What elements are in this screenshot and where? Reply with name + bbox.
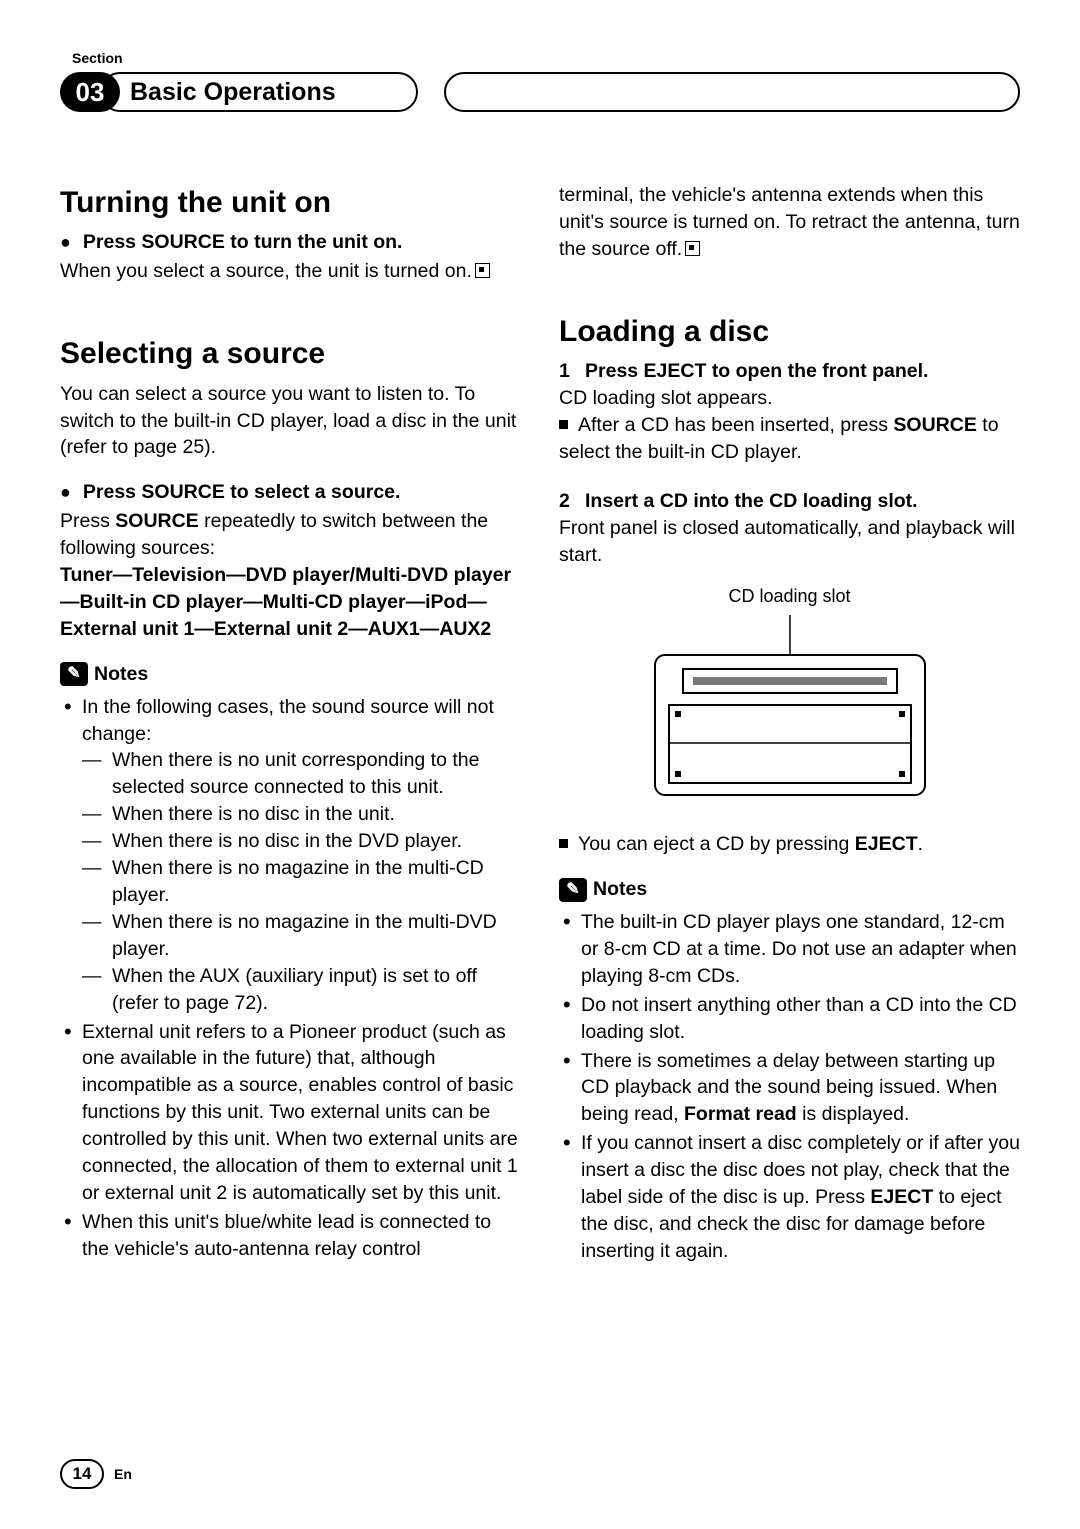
note-dash-item: When there is no magazine in the multi-C… (82, 855, 521, 909)
select-body: Press SOURCE repeatedly to switch betwee… (60, 508, 521, 562)
step-2: 2Insert a CD into the CD loading slot. (559, 488, 1020, 515)
note-item: If you cannot insert a disc completely o… (559, 1130, 1020, 1265)
notes-label: Notes (94, 661, 148, 688)
step-1: 1Press EJECT to open the front panel. (559, 358, 1020, 385)
notes-label: Notes (593, 876, 647, 903)
page-number: 14 (60, 1459, 104, 1489)
header-spacer-pill (444, 72, 1020, 112)
note-item: The built-in CD player plays one standar… (559, 909, 1020, 990)
continuation-text: terminal, the vehicle's antenna extends … (559, 182, 1020, 263)
section-label: Section (72, 50, 1020, 66)
end-mark-icon (475, 263, 490, 278)
notes-header-left: ✎ Notes (60, 661, 521, 688)
left-column: Turning the unit on Press SOURCE to turn… (60, 182, 521, 1267)
step-turn-on: Press SOURCE to turn the unit on. (60, 229, 521, 256)
chapter-title-pill: Basic Operations (100, 72, 418, 112)
note-dash-item: When there is no unit corresponding to t… (82, 747, 521, 801)
diagram-label: CD loading slot (559, 584, 1020, 609)
note-item: There is sometimes a delay between start… (559, 1048, 1020, 1129)
chapter-header: 03 Basic Operations (60, 72, 1020, 112)
page-footer: 14 En (60, 1459, 132, 1489)
chapter-number-badge: 03 (60, 72, 120, 112)
square-bullet-icon (559, 420, 568, 429)
note-dash-item: When there is no disc in the unit. (82, 801, 521, 828)
language-label: En (114, 1466, 132, 1482)
note-dash-item: When there is no magazine in the multi-D… (82, 909, 521, 963)
selecting-intro: You can select a source you want to list… (60, 381, 521, 462)
step-1-body: CD loading slot appears. (559, 385, 1020, 412)
step-1-sub: After a CD has been inserted, press SOUR… (559, 412, 1020, 466)
note-item: External unit refers to a Pioneer produc… (60, 1019, 521, 1207)
note-item: Do not insert anything other than a CD i… (559, 992, 1020, 1046)
pencil-icon: ✎ (60, 662, 88, 686)
heading-turning-unit-on: Turning the unit on (60, 182, 521, 223)
step-2-body: Front panel is closed automatically, and… (559, 515, 1020, 569)
step-select-source: Press SOURCE to select a source. (60, 479, 521, 506)
cd-slot-svg (635, 611, 945, 811)
right-column: terminal, the vehicle's antenna extends … (559, 182, 1020, 1267)
eject-tip: You can eject a CD by pressing EJECT. (559, 831, 1020, 858)
note-dash-item: When there is no disc in the DVD player. (82, 828, 521, 855)
square-bullet-icon (559, 839, 568, 848)
pencil-icon: ✎ (559, 878, 587, 902)
note-item: When this unit's blue/white lead is conn… (60, 1209, 521, 1263)
heading-selecting-source: Selecting a source (60, 333, 521, 374)
note-item: In the following cases, the sound source… (60, 694, 521, 1017)
heading-loading-disc: Loading a disc (559, 311, 1020, 352)
notes-header-right: ✎ Notes (559, 876, 1020, 903)
end-mark-icon (685, 241, 700, 256)
turn-on-body: When you select a source, the unit is tu… (60, 258, 521, 285)
note-dash-item: When the AUX (auxiliary input) is set to… (82, 963, 521, 1017)
source-chain: Tuner—Television—DVD player/Multi-DVD pl… (60, 562, 521, 643)
cd-slot-diagram: CD loading slot (559, 584, 1020, 819)
